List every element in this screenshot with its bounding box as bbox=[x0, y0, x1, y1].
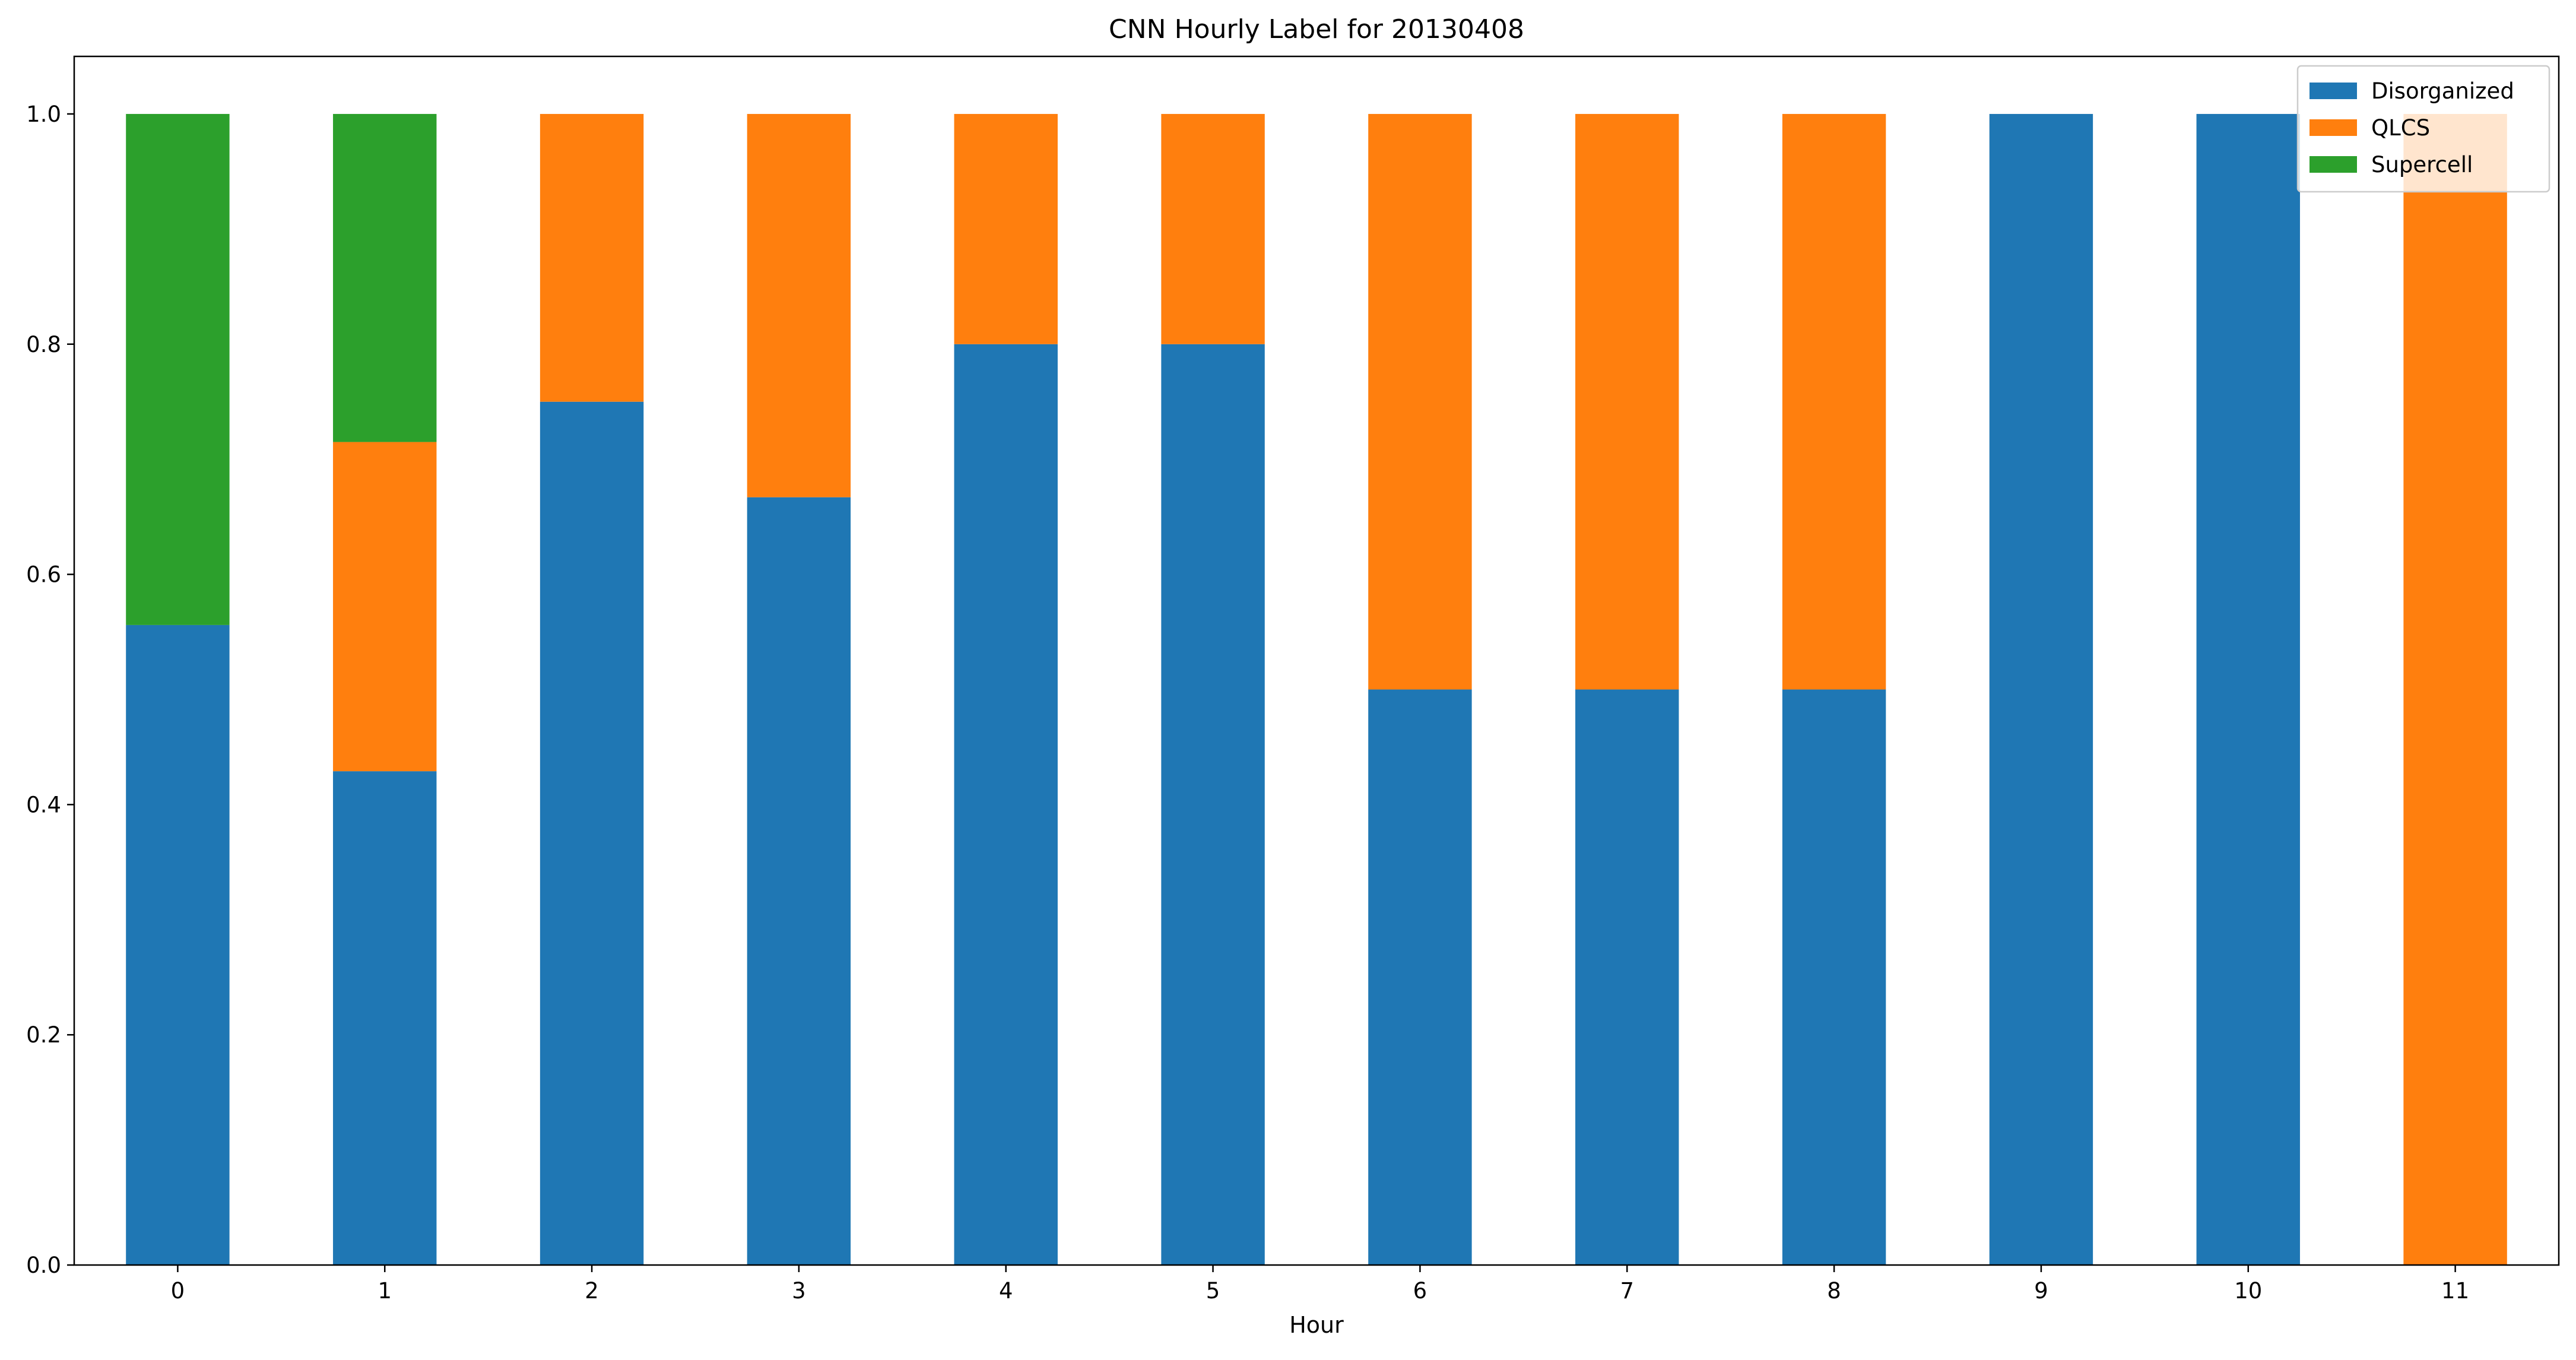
legend: Disorganized QLCS Supercell bbox=[2296, 65, 2550, 193]
x-tick-label: 1 bbox=[377, 1278, 392, 1304]
y-tick-label: 1.0 bbox=[26, 102, 61, 127]
bar-qlcs-8 bbox=[1782, 113, 1886, 690]
legend-label-qlcs: QLCS bbox=[2371, 115, 2430, 141]
x-tick-label: 3 bbox=[792, 1278, 806, 1304]
bar-disorganized-8 bbox=[1782, 689, 1886, 1265]
bar-qlcs-7 bbox=[1575, 113, 1679, 690]
x-tick-label: 6 bbox=[1413, 1278, 1427, 1304]
x-axis: 0 1 2 3 4 5 6 7 8 9 10 11 bbox=[171, 1265, 2469, 1304]
bar-disorganized-3 bbox=[747, 497, 851, 1266]
x-tick-label: 0 bbox=[171, 1278, 185, 1304]
bar-supercell-1 bbox=[333, 113, 437, 442]
x-tick-label: 2 bbox=[585, 1278, 599, 1304]
bars-layer bbox=[126, 113, 2507, 1266]
legend-swatch-disorganized bbox=[2309, 83, 2357, 99]
bar-qlcs-11 bbox=[2403, 113, 2507, 1266]
x-tick-label: 9 bbox=[2034, 1278, 2048, 1304]
y-tick-label: 0.4 bbox=[26, 792, 61, 817]
bar-qlcs-3 bbox=[747, 113, 851, 497]
legend-swatch-qlcs bbox=[2309, 119, 2357, 136]
x-tick-label: 8 bbox=[1827, 1278, 1841, 1304]
x-tick-label: 10 bbox=[2234, 1278, 2262, 1304]
bar-supercell-0 bbox=[126, 113, 230, 625]
y-axis: 0.0 0.2 0.4 0.6 0.8 1.0 bbox=[26, 102, 74, 1278]
bar-disorganized-1 bbox=[333, 771, 437, 1265]
x-axis-label: Hour bbox=[1289, 1312, 1344, 1338]
y-tick-label: 0.2 bbox=[26, 1022, 61, 1048]
bar-qlcs-1 bbox=[333, 442, 437, 772]
x-tick-label: 5 bbox=[1206, 1278, 1220, 1304]
bar-disorganized-5 bbox=[1161, 344, 1265, 1265]
bar-disorganized-6 bbox=[1368, 689, 1472, 1265]
chart-title: CNN Hourly Label for 20130408 bbox=[1109, 14, 1524, 45]
bar-disorganized-10 bbox=[2196, 113, 2300, 1266]
bar-disorganized-7 bbox=[1575, 689, 1679, 1265]
bar-qlcs-2 bbox=[540, 113, 644, 402]
legend-swatch-supercell bbox=[2309, 156, 2357, 173]
plot-frame bbox=[73, 55, 2560, 1266]
legend-label-supercell: Supercell bbox=[2371, 152, 2473, 177]
bar-disorganized-2 bbox=[540, 401, 644, 1266]
legend-frame bbox=[2296, 65, 2550, 193]
y-tick-label: 0.6 bbox=[26, 562, 61, 588]
x-tick-label: 11 bbox=[2441, 1278, 2469, 1304]
bar-qlcs-6 bbox=[1368, 113, 1472, 690]
bar-disorganized-9 bbox=[1989, 113, 2093, 1266]
y-tick-label: 0.0 bbox=[26, 1253, 61, 1278]
bar-disorganized-4 bbox=[954, 344, 1058, 1265]
bar-qlcs-4 bbox=[954, 113, 1058, 344]
x-tick-label: 7 bbox=[1620, 1278, 1634, 1304]
x-tick-label: 4 bbox=[999, 1278, 1013, 1304]
legend-label-disorganized: Disorganized bbox=[2371, 78, 2514, 104]
bar-qlcs-5 bbox=[1161, 113, 1265, 344]
bar-disorganized-0 bbox=[126, 624, 230, 1265]
y-tick-label: 0.8 bbox=[26, 332, 61, 357]
